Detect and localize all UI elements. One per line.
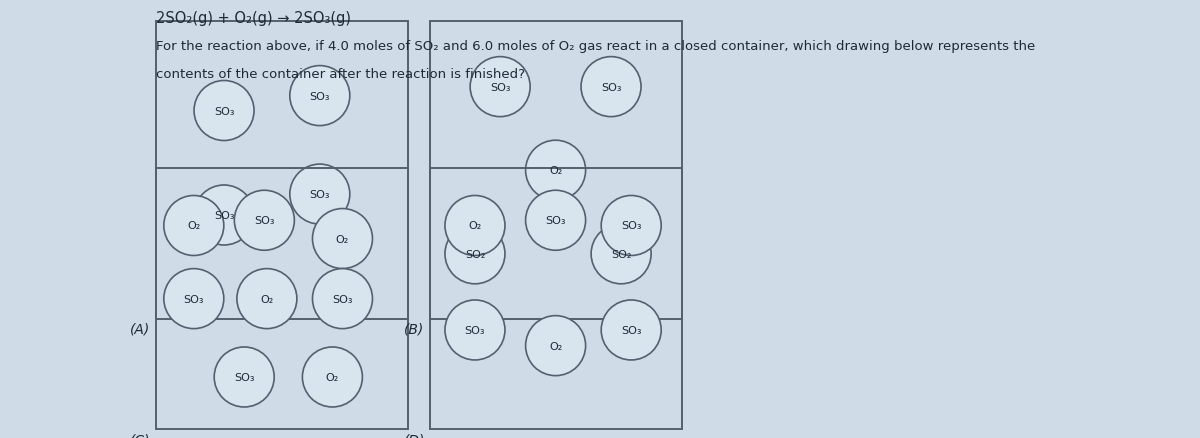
Bar xyxy=(430,169,682,429)
Text: (B): (B) xyxy=(404,322,425,336)
Text: 2SO₂(g) + O₂(g) → 2SO₃(g): 2SO₂(g) + O₂(g) → 2SO₃(g) xyxy=(156,11,352,26)
Ellipse shape xyxy=(234,191,294,251)
Ellipse shape xyxy=(470,57,530,117)
Text: O₂: O₂ xyxy=(325,372,340,382)
Text: O₂: O₂ xyxy=(548,166,563,176)
Ellipse shape xyxy=(445,300,505,360)
Ellipse shape xyxy=(526,316,586,376)
Text: SO₃: SO₃ xyxy=(545,216,566,226)
Text: SO₃: SO₃ xyxy=(464,325,485,335)
Text: SO₂: SO₂ xyxy=(611,249,631,259)
Ellipse shape xyxy=(601,196,661,256)
Text: SO₃: SO₃ xyxy=(601,82,622,92)
Ellipse shape xyxy=(312,209,372,269)
Text: SO₃: SO₃ xyxy=(254,216,275,226)
Ellipse shape xyxy=(194,81,254,141)
Text: SO₃: SO₃ xyxy=(310,92,330,101)
Text: O₂: O₂ xyxy=(260,294,274,304)
Ellipse shape xyxy=(163,269,224,329)
Ellipse shape xyxy=(526,191,586,251)
Text: (D): (D) xyxy=(404,433,426,438)
Ellipse shape xyxy=(163,196,224,256)
Text: SO₃: SO₃ xyxy=(234,372,254,382)
Ellipse shape xyxy=(215,347,275,407)
Ellipse shape xyxy=(445,196,505,256)
Text: SO₃: SO₃ xyxy=(620,221,642,231)
Bar xyxy=(430,22,682,320)
Text: O₂: O₂ xyxy=(468,221,481,231)
Text: O₂: O₂ xyxy=(187,221,200,231)
Text: O₂: O₂ xyxy=(548,341,563,351)
Text: SO₃: SO₃ xyxy=(184,294,204,304)
Text: SO₃: SO₃ xyxy=(214,106,234,116)
Ellipse shape xyxy=(601,300,661,360)
Bar xyxy=(156,22,408,320)
Ellipse shape xyxy=(312,269,372,329)
Text: contents of the container after the reaction is finished?: contents of the container after the reac… xyxy=(156,68,526,81)
Ellipse shape xyxy=(581,57,641,117)
Text: SO₃: SO₃ xyxy=(310,190,330,200)
Ellipse shape xyxy=(302,347,362,407)
Text: SO₃: SO₃ xyxy=(332,294,353,304)
Text: SO₃: SO₃ xyxy=(620,325,642,335)
Text: (C): (C) xyxy=(130,433,150,438)
Ellipse shape xyxy=(236,269,296,329)
Text: For the reaction above, if 4.0 moles of SO₂ and 6.0 moles of O₂ gas react in a c: For the reaction above, if 4.0 moles of … xyxy=(156,39,1036,53)
Text: SO₃: SO₃ xyxy=(214,211,234,220)
Ellipse shape xyxy=(526,141,586,201)
Ellipse shape xyxy=(290,165,350,225)
Text: O₂: O₂ xyxy=(336,234,349,244)
Ellipse shape xyxy=(290,67,350,126)
Text: (A): (A) xyxy=(130,322,150,336)
Bar xyxy=(156,169,408,429)
Ellipse shape xyxy=(445,224,505,284)
Ellipse shape xyxy=(194,186,254,245)
Ellipse shape xyxy=(592,224,652,284)
Text: SO₂: SO₂ xyxy=(464,249,485,259)
Text: SO₃: SO₃ xyxy=(490,82,510,92)
